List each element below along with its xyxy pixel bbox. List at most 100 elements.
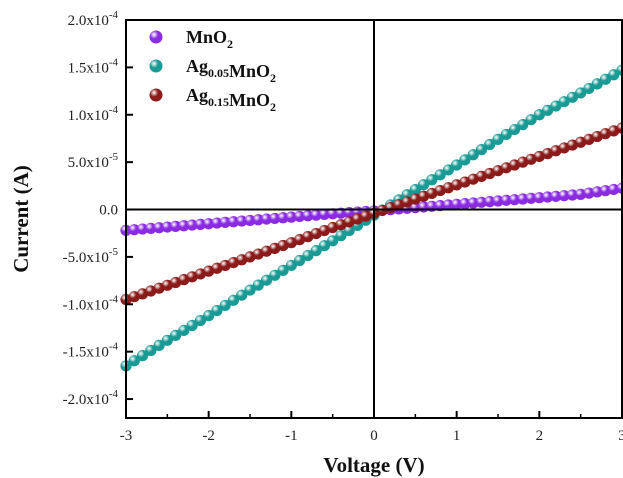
x-tick-label: -3 bbox=[120, 428, 133, 444]
data-point bbox=[252, 279, 264, 291]
series-MnO2 bbox=[120, 182, 623, 236]
data-point bbox=[550, 190, 562, 202]
data-point bbox=[277, 212, 289, 224]
data-point bbox=[318, 208, 330, 221]
axis-ticks: -3 -2 -1 0 1 2 3 2.0x10-4 1.5x10-4 1.0x10-4 5.0x10… bbox=[63, 9, 623, 444]
data-point bbox=[186, 319, 198, 332]
data-point bbox=[178, 324, 190, 337]
data-point bbox=[434, 169, 446, 181]
data-point bbox=[459, 154, 471, 166]
data-point bbox=[525, 114, 537, 126]
data-point bbox=[260, 213, 273, 225]
data-point bbox=[533, 109, 545, 121]
data-point bbox=[426, 174, 438, 186]
data-point bbox=[591, 186, 603, 198]
y-axis-title: Current (A) bbox=[9, 165, 33, 273]
data-point bbox=[145, 222, 157, 234]
legend-marker bbox=[149, 88, 163, 102]
data-point bbox=[442, 199, 454, 211]
data-point bbox=[252, 214, 264, 226]
data-point bbox=[599, 73, 612, 85]
data-point bbox=[236, 289, 248, 301]
data-point bbox=[211, 217, 223, 229]
data-point bbox=[128, 224, 140, 236]
x-tick-label: -2 bbox=[202, 428, 215, 444]
data-point bbox=[566, 91, 579, 103]
data-point bbox=[153, 339, 165, 352]
y-tick-label: 1.5x10-4 bbox=[68, 56, 119, 76]
data-point bbox=[558, 96, 570, 108]
data-point bbox=[285, 259, 297, 272]
data-point bbox=[558, 190, 570, 202]
data-point bbox=[310, 209, 322, 221]
y-tick-label: -2.0x10-4 bbox=[63, 388, 119, 408]
data-point bbox=[442, 164, 454, 176]
data-point bbox=[484, 138, 496, 151]
data-point bbox=[194, 218, 206, 231]
data-point bbox=[451, 159, 463, 171]
data-point bbox=[575, 188, 587, 200]
y-tick-label: 2.0x10-4 bbox=[68, 9, 119, 29]
data-point bbox=[533, 192, 545, 204]
data-point bbox=[244, 284, 256, 296]
data-point bbox=[517, 193, 529, 205]
data-point bbox=[327, 208, 339, 220]
x-axis-title: Voltage (V) bbox=[323, 453, 424, 477]
data-point bbox=[277, 264, 289, 276]
data-point bbox=[285, 211, 297, 223]
data-point bbox=[500, 128, 512, 141]
data-point bbox=[136, 350, 149, 362]
series-Ag0.15MnO2 bbox=[120, 122, 623, 306]
data-point bbox=[335, 230, 347, 242]
data-point bbox=[211, 304, 223, 317]
y-tick-label: -5.0x10-5 bbox=[63, 246, 119, 266]
data-point bbox=[186, 219, 198, 231]
data-point bbox=[451, 198, 463, 210]
series-Ag0.05MnO2 bbox=[120, 64, 623, 372]
data-point bbox=[583, 82, 595, 95]
data-point bbox=[244, 214, 256, 227]
data-point bbox=[269, 212, 281, 225]
data-point bbox=[136, 223, 149, 235]
data-point bbox=[161, 221, 173, 233]
data-point bbox=[203, 310, 215, 322]
data-point bbox=[153, 222, 165, 234]
data-point bbox=[128, 355, 140, 367]
data-point bbox=[260, 274, 273, 286]
data-point bbox=[542, 104, 554, 117]
x-tick-label: 2 bbox=[536, 428, 544, 444]
data-point bbox=[227, 216, 240, 228]
data-point bbox=[475, 144, 488, 156]
data-point bbox=[219, 299, 231, 312]
data-point bbox=[269, 269, 281, 281]
legend-label: Ag0.15MnO2 bbox=[186, 85, 276, 114]
data-point bbox=[492, 195, 504, 207]
data-point bbox=[608, 183, 620, 196]
data-point bbox=[294, 254, 306, 267]
data-point bbox=[310, 245, 322, 257]
data-point bbox=[170, 220, 182, 232]
data-point bbox=[302, 249, 314, 262]
data-point bbox=[418, 179, 430, 191]
data-point bbox=[484, 196, 496, 208]
data-point bbox=[318, 240, 330, 252]
data-point bbox=[475, 196, 488, 208]
data-point bbox=[294, 210, 306, 223]
data-point bbox=[178, 220, 190, 232]
data-point bbox=[343, 224, 355, 237]
data-point bbox=[591, 78, 603, 90]
data-point bbox=[236, 215, 248, 227]
data-point bbox=[542, 191, 554, 203]
x-tick-label: 1 bbox=[453, 428, 461, 444]
legend-marker bbox=[149, 30, 163, 44]
data-point bbox=[517, 119, 529, 131]
data-point bbox=[145, 344, 157, 357]
data-point bbox=[608, 69, 620, 81]
data-markers-layer bbox=[120, 64, 623, 372]
y-tick-label: -1.0x10-4 bbox=[63, 293, 119, 313]
data-point bbox=[434, 200, 446, 212]
data-point bbox=[409, 184, 421, 196]
data-point bbox=[575, 87, 587, 99]
